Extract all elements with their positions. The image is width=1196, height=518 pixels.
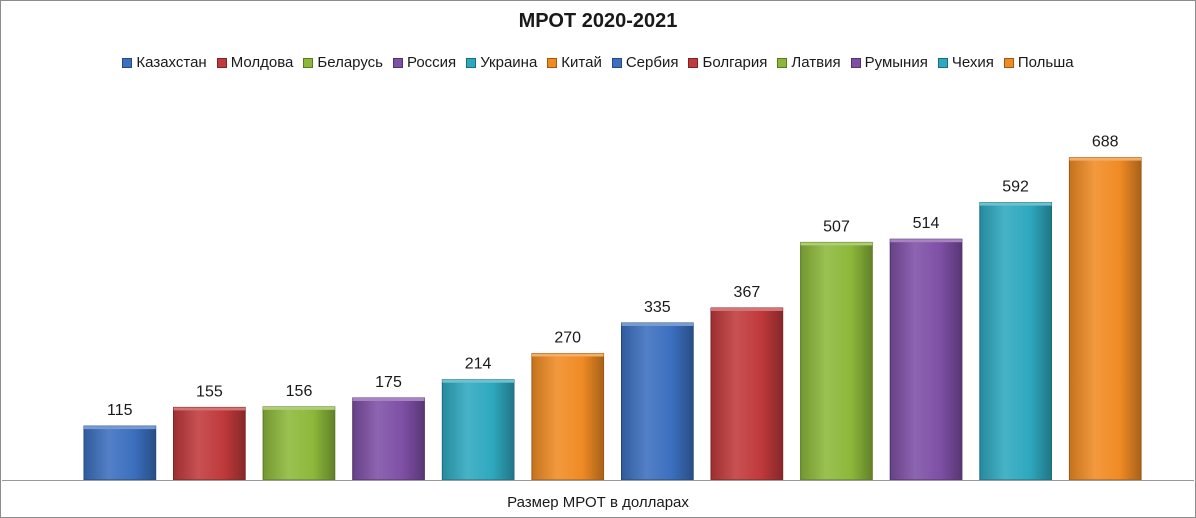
legend-item: Чехия xyxy=(937,54,994,71)
bar-value-label: 335 xyxy=(644,299,671,316)
legend-swatch xyxy=(122,57,133,68)
bar xyxy=(800,241,873,481)
bar-top-highlight xyxy=(352,398,425,401)
legend-item: Латвия xyxy=(777,54,841,71)
legend-label: Сербия xyxy=(625,54,679,71)
legend-swatch xyxy=(466,57,477,68)
legend-swatch xyxy=(777,57,788,68)
bar-value-label: 156 xyxy=(286,383,313,400)
legend-item: Китай xyxy=(547,54,602,71)
legend-label: Польша xyxy=(1017,54,1074,71)
bar-value-label: 155 xyxy=(196,383,223,400)
bar xyxy=(979,202,1052,481)
legend-item: Молдова xyxy=(216,54,294,71)
x-axis-label: Размер МРОТ в долларах xyxy=(507,494,689,511)
bar-top-highlight xyxy=(890,239,962,243)
bar-top-highlight xyxy=(800,242,873,246)
legend-item: Румыния xyxy=(850,54,928,71)
bar xyxy=(531,353,605,481)
bar-value-label: 367 xyxy=(734,284,761,301)
legend-item: Сербия xyxy=(611,54,679,71)
legend-swatch xyxy=(611,57,622,68)
legend-swatch xyxy=(688,57,699,68)
bar xyxy=(621,322,694,481)
bar-value-label: 592 xyxy=(1002,179,1029,196)
bar-value-label: 270 xyxy=(554,330,581,347)
legend-label: Болгария xyxy=(702,54,768,71)
legend-label: Чехия xyxy=(951,54,994,71)
legend-swatch xyxy=(392,57,403,68)
bar-top-highlight xyxy=(173,407,246,411)
legend-swatch xyxy=(547,57,558,68)
bar-value-label: 688 xyxy=(1092,134,1119,151)
legend-item: Россия xyxy=(392,54,457,71)
bar xyxy=(262,406,336,481)
legend-swatch xyxy=(937,57,948,68)
bar-top-highlight xyxy=(84,426,156,430)
bar-value-label: 175 xyxy=(375,374,402,391)
bar xyxy=(1068,157,1142,481)
legend-item: Казахстан xyxy=(122,54,207,71)
bar-top-highlight xyxy=(711,308,783,311)
bar-value-label: 214 xyxy=(465,356,492,373)
legend-item: Беларусь xyxy=(303,54,383,71)
bar xyxy=(889,238,963,481)
legend-swatch xyxy=(303,57,314,68)
legend-label: Латвия xyxy=(791,54,841,71)
legend-item: Болгария xyxy=(688,54,767,71)
bar-top-highlight xyxy=(442,379,514,383)
bar-top-highlight xyxy=(263,406,335,410)
chart-legend: Казахстан Молдова Беларусь Россия Украина Кит… xyxy=(0,54,1196,71)
bar-value-label: 507 xyxy=(823,218,850,235)
legend-swatch xyxy=(850,57,861,68)
bar-top-highlight xyxy=(621,323,694,326)
bar-top-highlight xyxy=(531,353,604,357)
legend-swatch xyxy=(1003,57,1014,68)
legend-label: Украина xyxy=(480,54,538,71)
legend-label: Молдова xyxy=(230,54,294,71)
legend-label: Беларусь xyxy=(317,54,383,71)
chart-title: МРОТ 2020-2021 xyxy=(518,10,678,32)
bar xyxy=(441,379,515,481)
legend-label: Россия xyxy=(406,54,457,71)
legend-label: Китай xyxy=(561,54,602,71)
legend-label: Казахстан xyxy=(136,54,207,71)
legend-swatch xyxy=(216,57,227,68)
legend-item: Украина xyxy=(466,54,537,71)
legend-label: Румыния xyxy=(864,54,928,71)
bar xyxy=(352,397,425,481)
bar xyxy=(83,425,157,481)
bar-value-label: 115 xyxy=(107,402,133,419)
bar-top-highlight xyxy=(979,202,1052,206)
bar-top-highlight xyxy=(1069,157,1142,161)
bar-value-label: 514 xyxy=(913,215,940,232)
bar xyxy=(710,307,784,481)
legend-item: Польша xyxy=(1003,54,1074,71)
bar xyxy=(173,406,246,481)
